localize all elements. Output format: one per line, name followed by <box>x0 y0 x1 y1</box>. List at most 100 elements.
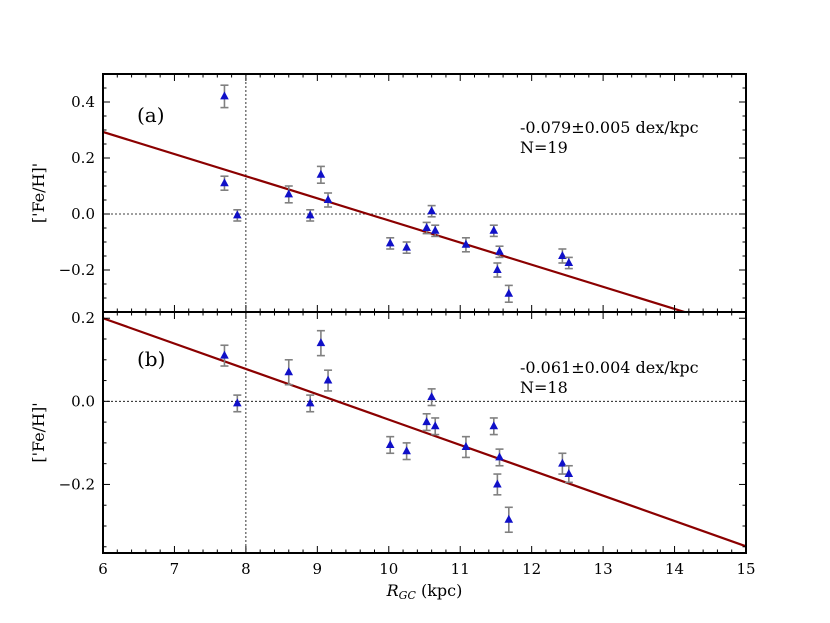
panel-tag-bg <box>133 345 173 373</box>
triangle-marker <box>323 375 333 384</box>
data-point <box>430 417 440 436</box>
data-point <box>422 413 431 432</box>
y-tick-label: 0.4 <box>71 93 95 111</box>
triangle-marker <box>489 421 499 430</box>
x-tick-label: 13 <box>594 560 613 578</box>
data-point <box>504 284 514 304</box>
x-tick-label: 12 <box>522 560 541 578</box>
triangle-marker <box>233 398 242 407</box>
data-point <box>489 417 499 436</box>
y-tick-label: 0.2 <box>71 309 95 327</box>
y-tick-label: 0.2 <box>71 149 95 167</box>
panel-label: (b) <box>137 347 165 371</box>
x-axis-label: RGC (kpc) <box>386 581 463 602</box>
triangle-marker <box>220 350 229 359</box>
x-tick-label: 10 <box>379 560 398 578</box>
fit-line <box>103 317 746 548</box>
triangle-marker <box>461 442 471 451</box>
fit-line <box>103 130 689 312</box>
x-axis-label-unit: (kpc) <box>416 581 462 600</box>
triangle-marker <box>220 91 229 100</box>
data-point <box>402 442 411 461</box>
data-point <box>558 248 567 264</box>
data-point <box>323 192 333 208</box>
triangle-marker <box>558 458 567 467</box>
triangle-marker <box>493 265 502 273</box>
data-point <box>402 241 411 254</box>
plot-frame <box>102 73 747 313</box>
triangle-marker <box>316 338 326 347</box>
data-point <box>489 224 499 238</box>
data-point <box>284 185 294 204</box>
triangle-marker <box>305 210 315 219</box>
data-point <box>305 394 315 413</box>
triangle-marker <box>284 367 294 376</box>
slope-annotation: -0.061±0.004 dex/kpc <box>520 358 699 377</box>
triangle-marker <box>323 195 333 203</box>
x-tick-label: 15 <box>736 560 755 578</box>
plot-area <box>103 74 746 312</box>
triangle-marker <box>402 242 411 251</box>
data-point <box>284 358 294 386</box>
data-point <box>493 262 502 278</box>
data-point <box>385 435 395 455</box>
triangle-marker <box>504 514 514 523</box>
data-point <box>493 473 502 496</box>
triangle-marker <box>422 417 431 426</box>
data-point <box>233 394 242 413</box>
triangle-marker <box>427 392 436 401</box>
triangle-marker <box>427 206 436 215</box>
y-tick-label: 0.0 <box>71 205 95 223</box>
x-tick-label: 14 <box>665 560 684 578</box>
data-point <box>495 448 504 467</box>
data-point <box>461 237 471 253</box>
data-point <box>461 435 471 459</box>
data-point <box>430 224 440 238</box>
triangle-marker <box>495 452 504 461</box>
triangle-marker <box>385 238 395 247</box>
slope-annotation: -0.079±0.005 dex/kpc <box>520 118 699 137</box>
plot-area <box>103 312 746 553</box>
y-axis-label: ['Fe/H]' <box>29 402 48 462</box>
triangle-marker <box>564 258 574 266</box>
triangle-marker <box>430 421 440 430</box>
x-tick-label: 6 <box>98 560 108 578</box>
data-point <box>564 464 574 484</box>
x-tick-label: 9 <box>313 560 323 578</box>
triangle-marker <box>558 251 567 259</box>
data-point <box>564 256 574 270</box>
triangle-marker <box>220 178 229 187</box>
panel-b: 0.2 0.0 −0.2 6 7 8 9 10 11 12 13 14 15 (b) -0.061±0.00… <box>29 309 756 602</box>
x-tick-label: 11 <box>451 560 470 578</box>
data-point <box>220 344 229 367</box>
panel-a: 0.4 0.2 0.0 −0.2 (a) -0.079±0.005 dex/kpcN=19… <box>29 73 747 313</box>
panel-tag-bg <box>133 101 173 129</box>
triangle-marker <box>305 398 315 407</box>
triangle-marker <box>489 225 499 234</box>
triangle-marker <box>385 439 395 448</box>
triangle-marker <box>495 246 504 255</box>
data-point <box>422 221 431 235</box>
triangle-marker <box>504 288 514 297</box>
count-annotation: N=19 <box>520 138 568 157</box>
panel-label: (a) <box>137 103 165 127</box>
data-point <box>220 84 229 109</box>
data-point <box>233 209 242 222</box>
triangle-marker <box>493 479 502 488</box>
triangle-marker <box>233 210 242 219</box>
y-tick-label: −0.2 <box>59 261 95 279</box>
y-tick-label: −0.2 <box>59 475 95 493</box>
triangle-marker <box>430 225 440 234</box>
y-tick-label: 0.0 <box>71 392 95 410</box>
data-point <box>316 329 326 357</box>
x-axis-label-symbol: R <box>386 581 399 600</box>
triangle-marker <box>564 469 574 478</box>
triangle-marker <box>422 223 431 231</box>
data-point <box>427 204 436 218</box>
data-point <box>220 175 229 191</box>
triangle-marker <box>316 169 326 178</box>
data-point <box>495 245 504 259</box>
x-tick-label: 8 <box>241 560 251 578</box>
data-point <box>427 388 436 407</box>
